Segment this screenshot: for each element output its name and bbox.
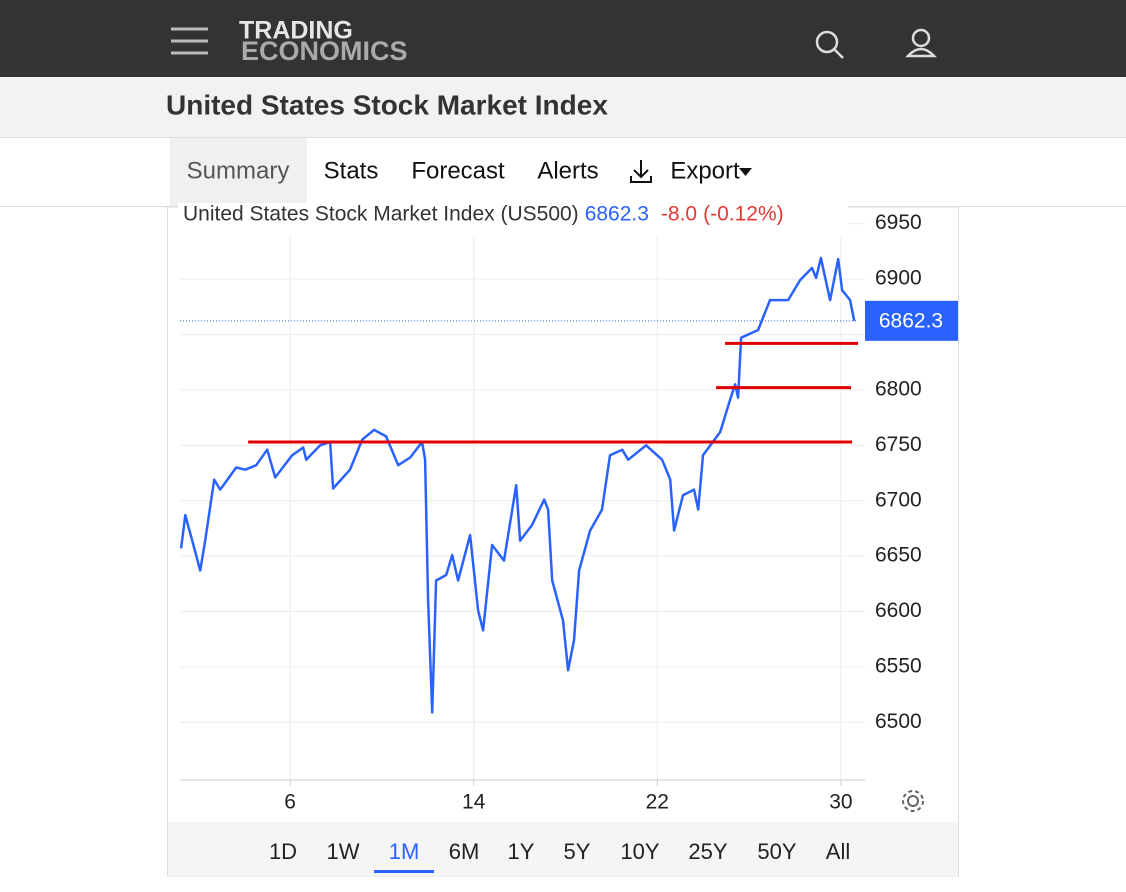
download-icon <box>630 160 652 183</box>
range-button[interactable]: All <box>826 839 850 864</box>
title-bar <box>0 77 1126 137</box>
title-last-value: 6862.3 <box>585 203 649 226</box>
y-tick-label: 6950 <box>875 211 922 234</box>
title-bg <box>178 203 848 229</box>
y-tick-label: 6700 <box>875 488 922 511</box>
logo-bottom[interactable]: ECONOMICS <box>241 36 408 66</box>
range-button[interactable]: 6M <box>449 839 480 864</box>
last-value-badge <box>865 300 958 341</box>
range-button[interactable]: 5Y <box>564 839 591 864</box>
last-value-label: 6862.3 <box>879 309 943 332</box>
y-tick-label: 6750 <box>875 433 922 456</box>
top-bar <box>0 0 1126 77</box>
tab[interactable]: Forecast <box>411 157 505 184</box>
y-tick-label: 6550 <box>875 654 922 677</box>
x-tick-label: 22 <box>646 791 669 814</box>
chart-frame <box>167 206 959 877</box>
tab[interactable]: Alerts <box>537 157 598 184</box>
range-button[interactable]: 50Y <box>757 839 796 864</box>
y-tick-label: 6650 <box>875 544 922 567</box>
y-tick-label: 6600 <box>875 599 922 622</box>
x-tick-label: 30 <box>829 791 852 814</box>
y-tick-label: 6900 <box>875 267 922 290</box>
dropdown-caret <box>739 168 752 176</box>
range-button[interactable]: 1D <box>269 839 297 864</box>
tab[interactable]: Summary <box>187 157 290 184</box>
range-button[interactable]: 1M <box>389 839 420 864</box>
change-percent: (-0.12%) <box>703 203 784 226</box>
logo-top[interactable]: TRADING <box>239 17 353 45</box>
y-tick-label: 6800 <box>875 377 922 400</box>
y-tick-label: 6500 <box>875 710 922 733</box>
range-button[interactable]: 1W <box>327 839 360 864</box>
tab[interactable]: Export <box>670 157 740 184</box>
tab-selected-bg <box>170 138 307 206</box>
range-button[interactable]: 25Y <box>688 839 727 864</box>
page-title: United States Stock Market Index <box>166 89 608 120</box>
range-selected-underline <box>374 870 434 873</box>
chart: 6500655066006650670067506800685069006950… <box>178 203 958 814</box>
tab[interactable]: Stats <box>324 157 379 184</box>
menu-icon[interactable] <box>171 27 208 55</box>
tabs: Summary Stats Forecast Alerts Export <box>170 138 752 206</box>
range-buttons: 1D 1W 1M 6M 1Y 5Y 10Y 25Y 50Y All <box>269 839 850 873</box>
x-tick-label: 14 <box>462 791 486 814</box>
range-button[interactable]: 10Y <box>620 839 659 864</box>
price-line <box>179 256 856 714</box>
settings-icon[interactable] <box>902 790 924 812</box>
change: -8.0 <box>661 203 697 226</box>
range-button[interactable]: 1Y <box>508 839 535 864</box>
range-bar <box>168 822 958 876</box>
search-icon[interactable] <box>815 30 844 59</box>
x-tick-label: 6 <box>284 791 296 814</box>
user-icon[interactable] <box>905 28 937 58</box>
chart-title: United States Stock Market Index (US500) <box>183 203 579 226</box>
